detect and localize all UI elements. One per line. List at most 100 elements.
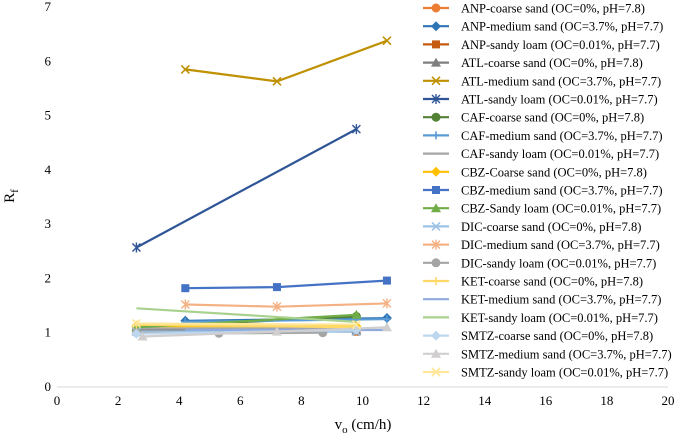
series-10-line <box>185 279 387 290</box>
series-4-point-0 <box>180 64 190 74</box>
legend-label-3: ATL-coarse sand (OC=0%, pH=7.8) <box>461 56 643 70</box>
series-4-line <box>185 39 388 83</box>
legend-marker-20 <box>431 367 441 377</box>
legend-item-11: CBZ-Sandy loam (OC=0.01%, pH=7.7) <box>423 202 661 216</box>
y-tick-label-1: 1 <box>45 325 52 340</box>
legend-item-5: ATL-sandy loam (OC=0.01%, pH=7.7) <box>423 93 658 107</box>
plot-series <box>131 36 392 341</box>
x-tick-label-7: 14 <box>478 393 492 408</box>
legend-item-4: ATL-medium sand (OC=3.7%, pH=7.7) <box>423 74 661 88</box>
series-19-point-2 <box>381 322 392 332</box>
legend-marker-5 <box>431 94 441 104</box>
x-tick-label-3: 6 <box>237 393 244 408</box>
series-18-point-0 <box>131 328 142 339</box>
legend-label-16: KET-medium sand (OC=3.7%, pH=7.7) <box>461 293 661 307</box>
legend-marker-10 <box>432 186 440 194</box>
legend-item-18: SMTZ-coarse sand (OC=0%, pH=7.8) <box>423 329 653 343</box>
legend-item-2: ANP-sandy loam (OC=0.01%, pH=7.7) <box>423 38 660 52</box>
legend-item-9: CBZ-Coarse sand (OC=0%, pH=7.8) <box>423 165 647 179</box>
series-20-point-1 <box>351 320 361 330</box>
y-tick-label-3: 3 <box>45 216 52 231</box>
legend-label-9: CBZ-Coarse sand (OC=0%, pH=7.8) <box>461 165 647 179</box>
series-10 <box>181 276 391 293</box>
legend-label-19: SMTZ-medium sand (OC=3.7%, pH=7.7) <box>461 347 672 361</box>
x-tick-label-4: 8 <box>298 393 305 408</box>
x-axis-title-sub: o <box>342 424 348 435</box>
legend-label-10: CBZ-medium sand (OC=3.7%, pH=7.7) <box>461 184 663 198</box>
series-13-point-0 <box>180 299 190 310</box>
series-20 <box>131 318 361 330</box>
legend-item-15: KET-coarse sand (OC=0%, pH=7.8) <box>423 275 643 289</box>
series-5-point-1 <box>351 124 361 135</box>
legend-label-13: DIC-medium sand (OC=3.7%, pH=7.7) <box>461 238 660 252</box>
legend-label-15: KET-coarse sand (OC=0%, pH=7.8) <box>461 275 643 289</box>
legend-marker-14 <box>431 258 441 268</box>
series-10-point-0 <box>181 284 190 293</box>
legend-label-18: SMTZ-coarse sand (OC=0%, pH=7.8) <box>461 329 653 343</box>
legend-marker-2 <box>432 40 440 49</box>
series-15-line <box>136 323 357 329</box>
y-tick-label-0: 0 <box>45 379 52 394</box>
legend-label-20: SMTZ-sandy loam (OC=0.01%, pH=7.7) <box>461 366 668 380</box>
legend-marker-11 <box>431 203 441 213</box>
series-19-point-1 <box>271 326 282 336</box>
series-7-line <box>185 318 387 323</box>
series-7-point-1 <box>382 315 391 324</box>
x-tick-label-10: 20 <box>662 393 675 408</box>
legend-item-16: KET-medium sand (OC=3.7%, pH=7.7) <box>423 293 661 307</box>
series-10-point-2 <box>382 276 391 285</box>
series-20-line <box>136 322 357 326</box>
x-tick-label-0: 0 <box>54 393 61 408</box>
y-axis-title: Rf <box>2 189 21 203</box>
series-17-line <box>136 307 357 323</box>
legend-label-2: ANP-sandy loam (OC=0.01%, pH=7.7) <box>461 38 660 52</box>
legend-item-8: CAF-sandy loam (OC=0.01%, pH=7.7) <box>423 147 659 161</box>
legend-item-17: KET-sandy loam (OC=0.01%, pH=7.7) <box>423 311 658 325</box>
legend-marker-15 <box>432 277 440 285</box>
series-13-point-2 <box>382 298 392 309</box>
legend-marker-1 <box>431 21 441 32</box>
series-4-point-1 <box>272 76 282 86</box>
legend-label-8: CAF-sandy loam (OC=0.01%, pH=7.7) <box>461 147 659 161</box>
legend-marker-6 <box>431 112 441 122</box>
legend-label-1: ANP-medium sand (OC=3.7%, pH=7.7) <box>461 20 663 34</box>
y-tick-label-4: 4 <box>45 162 52 177</box>
legend-item-7: CAF-medium sand (OC=3.7%, pH=7.7) <box>423 129 663 143</box>
x-axis-title: vo (cm/h) <box>335 417 392 435</box>
x-tick-label-8: 16 <box>539 393 553 408</box>
legend-item-3: ATL-coarse sand (OC=0%, pH=7.8) <box>423 56 643 70</box>
legend-item-14: DIC-sandy loam (OC=0.01%, pH=7.7) <box>423 256 656 270</box>
legend-label-0: ANP-coarse sand (OC=0%, pH=7.8) <box>461 2 645 16</box>
legend-marker-18 <box>431 330 441 341</box>
series-13 <box>180 298 392 312</box>
legend-marker-19 <box>431 348 441 358</box>
series-11-point-1 <box>351 309 362 319</box>
legend-marker-0 <box>431 3 441 13</box>
legend-label-7: CAF-medium sand (OC=3.7%, pH=7.7) <box>461 129 663 143</box>
legend-marker-13 <box>431 239 441 250</box>
y-tick-label-6: 6 <box>45 53 52 68</box>
legend-marker-9 <box>431 166 441 177</box>
series-19 <box>137 322 392 341</box>
legend-item-20: SMTZ-sandy loam (OC=0.01%, pH=7.7) <box>423 366 668 380</box>
y-tick-label-2: 2 <box>45 270 52 285</box>
series-10-point-1 <box>272 283 281 292</box>
x-tick-label-6: 12 <box>417 393 430 408</box>
x-tick-label-1: 2 <box>115 393 122 408</box>
x-tick-label-5: 10 <box>356 393 369 408</box>
series-19-point-0 <box>137 331 148 341</box>
x-tick-label-9: 18 <box>600 393 613 408</box>
legend-label-14: DIC-sandy loam (OC=0.01%, pH=7.7) <box>461 256 656 270</box>
series-4-point-2 <box>382 36 392 46</box>
legend-item-10: CBZ-medium sand (OC=3.7%, pH=7.7) <box>423 184 663 198</box>
legend-marker-4 <box>431 76 441 86</box>
legend-label-11: CBZ-Sandy loam (OC=0.01%, pH=7.7) <box>461 202 661 216</box>
y-tick-label-7: 7 <box>45 0 52 14</box>
legend-item-6: CAF-coarse sand (OC=0%, pH=7.8) <box>423 111 644 125</box>
series-4 <box>180 36 392 86</box>
y-axis-title-main: R <box>2 193 18 203</box>
x-axis-title-main: v <box>335 417 343 433</box>
legend-marker-7 <box>432 131 440 140</box>
legend-label-6: CAF-coarse sand (OC=0%, pH=7.8) <box>461 111 644 125</box>
y-axis-title-sub: f <box>9 189 21 193</box>
